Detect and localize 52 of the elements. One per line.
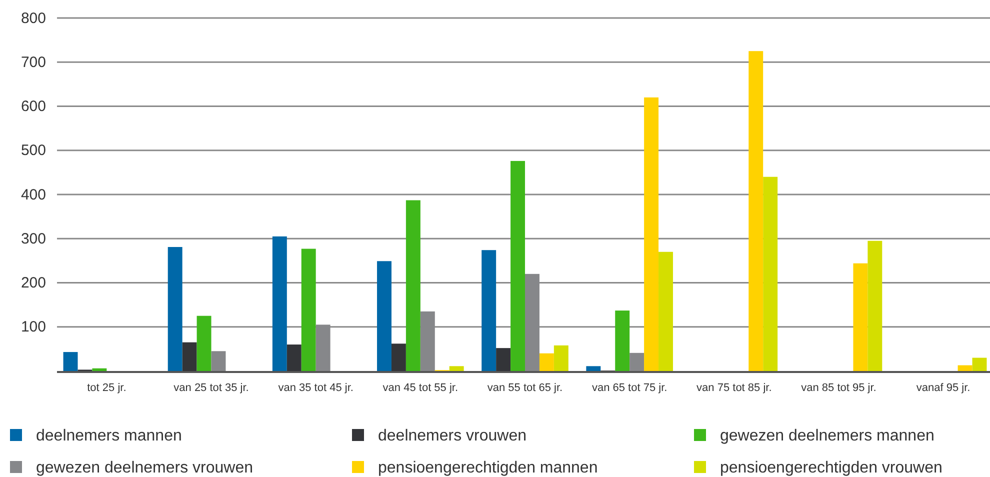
bar (644, 97, 659, 371)
bar (182, 342, 197, 371)
bar (92, 368, 107, 371)
x-tick-label: van 45 tot 55 jr. (382, 382, 458, 394)
y-tick-label: 600 (20, 98, 46, 116)
y-tick-label: 300 (20, 230, 46, 248)
bar (972, 358, 987, 371)
y-tick-label: 100 (20, 318, 46, 336)
bar (615, 310, 630, 371)
legend-label: pensioengerechtigden vrouwen (720, 460, 942, 477)
bar (554, 345, 568, 371)
bar (510, 160, 525, 371)
x-tick-label: van 65 tot 75 jr. (592, 382, 668, 394)
y-tick-label: 500 (20, 142, 46, 160)
bar (630, 352, 644, 371)
legend-label: gewezen deelnemers vrouwen (36, 460, 254, 477)
bar (586, 366, 601, 371)
bar (301, 248, 316, 371)
x-tick-label: van 35 tot 45 jr. (278, 382, 354, 394)
legend-label: deelnemers mannen (36, 428, 182, 445)
legend-label: deelnemers vrouwen (378, 428, 527, 445)
bar (658, 252, 673, 371)
bar (211, 351, 226, 371)
y-tick-label: 200 (20, 274, 46, 292)
bar (958, 365, 972, 371)
bar (868, 240, 882, 371)
bar (748, 51, 764, 371)
bar (377, 261, 392, 371)
bar (496, 348, 511, 371)
bar (63, 352, 78, 371)
x-tick-label: van 55 tot 65 jr. (487, 382, 563, 394)
x-tick-label: van 85 tot 95 jr. (801, 382, 876, 394)
legend-label: gewezen deelnemers mannen (720, 428, 934, 445)
bar (853, 263, 868, 371)
bar (391, 344, 406, 371)
x-tick-label: tot 25 jr. (87, 382, 126, 394)
bar (168, 247, 182, 371)
bar (406, 200, 420, 371)
bar (763, 176, 778, 371)
x-tick-label: van 75 tot 85 jr. (696, 382, 772, 394)
bar (449, 366, 464, 371)
bar (286, 344, 302, 371)
bar (539, 353, 554, 371)
bar (272, 236, 287, 371)
bar (196, 316, 212, 371)
legend-label: pensioengerechtigden mannen (378, 460, 598, 477)
x-tick-label: van 25 tot 35 jr. (174, 382, 249, 394)
x-tick-label: vanaf 95 jr. (916, 382, 970, 394)
y-tick-label: 700 (20, 54, 46, 71)
bar (482, 250, 496, 371)
y-tick-label: 800 (20, 10, 46, 27)
y-tick-label: 400 (20, 186, 46, 204)
